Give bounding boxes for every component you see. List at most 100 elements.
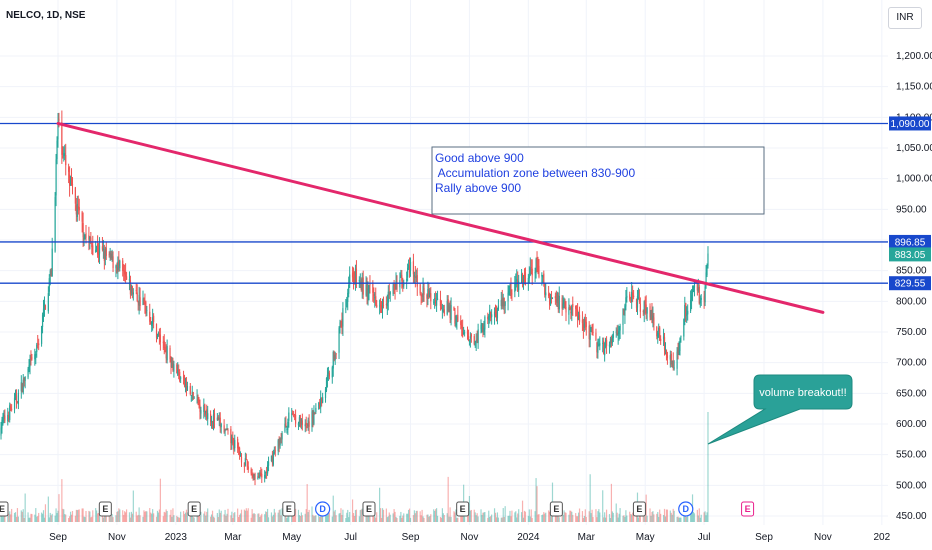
volume-bar bbox=[543, 512, 545, 522]
svg-text:E: E bbox=[460, 504, 466, 514]
candle bbox=[339, 322, 341, 327]
candle bbox=[658, 327, 660, 332]
candle bbox=[320, 397, 322, 408]
candle bbox=[342, 308, 344, 327]
volume-bar bbox=[116, 511, 118, 522]
candle bbox=[151, 321, 153, 326]
volume-bar bbox=[379, 508, 382, 522]
candle bbox=[434, 298, 436, 300]
volume-bar bbox=[596, 517, 598, 522]
candle bbox=[518, 281, 520, 291]
candle bbox=[514, 283, 516, 293]
candle bbox=[698, 286, 700, 304]
candle bbox=[108, 254, 110, 256]
currency-button[interactable]: INR bbox=[888, 7, 922, 29]
candle bbox=[197, 397, 199, 402]
candle bbox=[247, 466, 249, 470]
volume-bar bbox=[416, 510, 418, 522]
volume-bar bbox=[409, 517, 412, 522]
x-tick-label: Jul bbox=[344, 532, 357, 543]
candle bbox=[204, 404, 206, 415]
candle bbox=[213, 413, 216, 422]
volume-bar bbox=[112, 517, 114, 522]
price-axis[interactable]: 450.00 500.00 550.00 600.00 650.00 700.00 750.… bbox=[896, 51, 932, 522]
candle bbox=[286, 428, 288, 430]
volume-bar bbox=[489, 516, 491, 522]
candle bbox=[294, 415, 297, 424]
dividend-marker[interactable]: D bbox=[315, 501, 331, 517]
volume-bar bbox=[441, 508, 443, 522]
volume-bar bbox=[159, 478, 161, 522]
volume-bar bbox=[511, 510, 513, 522]
volume-bar bbox=[577, 512, 580, 522]
volume-bar bbox=[232, 517, 234, 522]
candle bbox=[468, 340, 471, 342]
svg-text:E: E bbox=[0, 504, 5, 514]
volume-bar bbox=[157, 512, 160, 522]
candle bbox=[615, 331, 617, 333]
candle bbox=[706, 265, 708, 276]
candle bbox=[254, 473, 256, 480]
volume-bar bbox=[412, 515, 415, 522]
candle bbox=[196, 395, 198, 397]
note-box[interactable]: Good above 900 Accumulation zone between… bbox=[431, 146, 765, 215]
candle bbox=[143, 300, 145, 302]
volume-bar bbox=[51, 513, 53, 522]
volume-bar bbox=[246, 510, 248, 522]
earnings-marker[interactable]: E bbox=[98, 501, 112, 517]
volume-bar bbox=[365, 512, 367, 522]
volume-bar bbox=[281, 508, 283, 522]
trendline[interactable] bbox=[56, 121, 825, 314]
earnings-marker[interactable]: E bbox=[0, 501, 9, 517]
dividend-marker[interactable]: D bbox=[678, 501, 694, 517]
candle bbox=[321, 398, 323, 404]
earnings-marker[interactable]: E bbox=[187, 501, 201, 517]
volume-bar bbox=[577, 516, 579, 522]
candle bbox=[407, 265, 410, 268]
volume-bar bbox=[626, 515, 628, 522]
candle bbox=[327, 372, 330, 375]
candle bbox=[308, 421, 310, 427]
volume-bar bbox=[588, 511, 590, 522]
candle bbox=[660, 338, 662, 341]
volume-bar bbox=[342, 509, 344, 522]
candle bbox=[484, 316, 486, 330]
volume-bar bbox=[144, 511, 146, 522]
volume-bar bbox=[572, 514, 574, 522]
y-tick-label: 1,000.00 bbox=[896, 174, 932, 185]
x-tick-label: Sep bbox=[402, 532, 420, 543]
volume-bar bbox=[557, 513, 559, 522]
candle bbox=[169, 347, 171, 360]
volume-bar bbox=[145, 511, 147, 522]
candle bbox=[605, 338, 607, 348]
candle bbox=[464, 332, 466, 334]
volume-bar bbox=[491, 514, 493, 522]
candle bbox=[622, 308, 624, 326]
candle bbox=[325, 378, 328, 391]
earnings-marker[interactable]: E bbox=[456, 501, 470, 517]
horizontal-levels[interactable] bbox=[0, 122, 888, 284]
earnings-marker[interactable]: E bbox=[632, 501, 646, 517]
volume-bar bbox=[585, 516, 587, 522]
candle bbox=[333, 351, 335, 360]
earnings-marker[interactable]: E bbox=[549, 501, 563, 517]
earnings-marker[interactable]: E bbox=[282, 501, 296, 517]
volume-callout[interactable]: volume breakout!! bbox=[707, 374, 853, 445]
candle bbox=[0, 427, 2, 436]
volume-bar bbox=[549, 513, 552, 522]
time-axis[interactable]: Sep Nov 2023 Mar May Jul Sep Nov 2024 Mar May Jul Se… bbox=[49, 532, 891, 543]
candle bbox=[491, 314, 493, 317]
volume-bar bbox=[193, 517, 195, 522]
candle bbox=[637, 297, 640, 298]
earnings-marker[interactable]: E bbox=[362, 501, 376, 517]
candle bbox=[314, 412, 316, 414]
candle bbox=[572, 303, 574, 307]
candle bbox=[27, 368, 29, 378]
callout-text: volume breakout!! bbox=[759, 387, 846, 399]
candle bbox=[62, 156, 64, 158]
volume-bar bbox=[123, 514, 125, 522]
earnings-marker[interactable]: E bbox=[741, 501, 755, 517]
candle bbox=[633, 295, 635, 298]
